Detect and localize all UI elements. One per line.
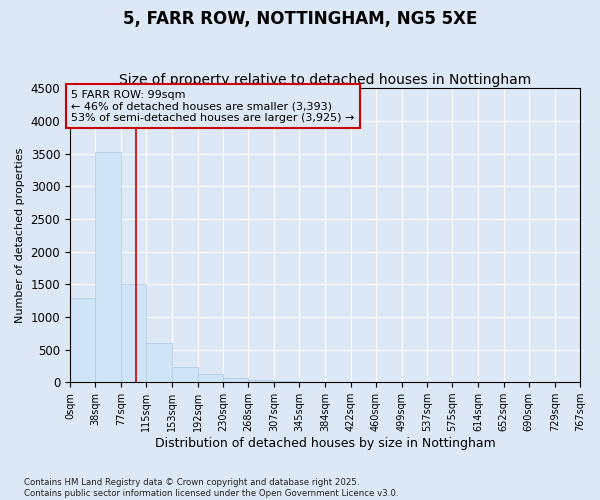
Bar xyxy=(172,366,197,382)
Text: 5 FARR ROW: 99sqm
← 46% of detached houses are smaller (3,393)
53% of semi-detac: 5 FARR ROW: 99sqm ← 46% of detached hous… xyxy=(71,90,355,123)
Bar xyxy=(70,298,95,382)
Text: Contains HM Land Registry data © Crown copyright and database right 2025.
Contai: Contains HM Land Registry data © Crown c… xyxy=(24,478,398,498)
Text: 5, FARR ROW, NOTTINGHAM, NG5 5XE: 5, FARR ROW, NOTTINGHAM, NG5 5XE xyxy=(123,10,477,28)
Bar xyxy=(146,343,172,382)
X-axis label: Distribution of detached houses by size in Nottingham: Distribution of detached houses by size … xyxy=(155,437,496,450)
Bar xyxy=(274,381,299,382)
Bar xyxy=(121,284,146,382)
Title: Size of property relative to detached houses in Nottingham: Size of property relative to detached ho… xyxy=(119,73,531,87)
Bar xyxy=(197,374,223,382)
Bar xyxy=(95,152,121,382)
Bar xyxy=(248,380,274,382)
Y-axis label: Number of detached properties: Number of detached properties xyxy=(15,148,25,323)
Bar xyxy=(223,378,248,382)
